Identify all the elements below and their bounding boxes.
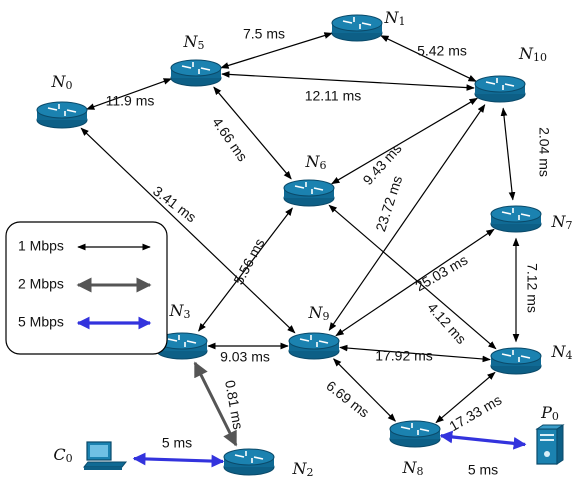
link-latency-label: 2.04 ms	[536, 127, 552, 177]
node-n1-router-icon	[331, 14, 383, 42]
link-latency-label: 6.69 ms	[323, 377, 372, 420]
node-label-n9: N9	[308, 303, 330, 324]
legend: 1 Mbps 2 Mbps 5 Mbps	[5, 221, 168, 355]
link-latency-label: 17.92 ms	[375, 348, 433, 364]
link-n3-n2	[193, 361, 238, 447]
link-latency-label: 5 ms	[162, 435, 192, 451]
link-latency-label: 5.42 ms	[417, 43, 467, 59]
link-n5-n10	[221, 71, 475, 91]
node-n4-router-icon	[490, 347, 542, 375]
node-label-n5: N5	[183, 32, 205, 53]
link-n6-n4	[328, 204, 497, 350]
link-n9-n10	[328, 104, 486, 331]
link-n6-n10	[331, 97, 478, 185]
node-label-n0: N0	[51, 72, 73, 93]
link-latency-label: 7.12 ms	[524, 263, 540, 313]
link-latency-label: 5.56 ms	[230, 236, 268, 287]
node-label-n7: N7	[551, 212, 573, 233]
node-n3-router-icon	[156, 332, 208, 360]
node-c0-computer-icon	[82, 441, 128, 470]
nodes-layer: N0 N1 N2 N3 N4 N5 N6 N7 N8 N9 N10 C0 P0	[36, 8, 573, 480]
link-latency-label: 3.41 ms	[150, 183, 199, 226]
link-n9-n8	[333, 358, 396, 422]
link-n8-p0	[439, 430, 527, 450]
node-n2-router-icon	[223, 448, 275, 476]
link-latency-label: 12.11 ms	[305, 88, 362, 104]
node-label-n3: N3	[169, 301, 191, 322]
link-latency-label: 25.03 ms	[412, 252, 470, 295]
link-latency-label: 9.03 ms	[220, 349, 270, 365]
link-n5-n1	[220, 32, 333, 69]
node-label-p0: P0	[540, 403, 559, 424]
links-layer	[80, 32, 527, 468]
link-latency-label: 5 ms	[468, 462, 498, 478]
link-n8-n4	[435, 371, 496, 424]
node-p0-server-icon	[535, 424, 565, 465]
link-n6-n3	[198, 207, 293, 332]
link-n0-n5	[86, 78, 172, 110]
link-latency-label: 23.72 ms	[372, 174, 405, 234]
link-n9-n4	[339, 344, 491, 363]
link-n10-n7	[500, 107, 516, 201]
node-n9-router-icon	[288, 332, 340, 360]
legend-label: 1 Mbps	[18, 238, 64, 254]
link-c0-n2	[132, 452, 225, 468]
node-label-n10: N10	[518, 44, 547, 65]
node-label-n6: N6	[305, 152, 327, 173]
node-n8-router-icon	[389, 420, 441, 448]
node-n5-router-icon	[170, 59, 222, 87]
node-n7-router-icon	[490, 205, 542, 233]
link-latency-label: 7.5 ms	[243, 26, 285, 42]
legend-label: 5 Mbps	[18, 314, 64, 330]
node-n0-router-icon	[36, 101, 88, 129]
link-latency-label: 4.66 ms	[209, 114, 251, 164]
legend-label: 2 Mbps	[18, 276, 64, 292]
node-n6-router-icon	[283, 179, 335, 207]
node-label-n8: N8	[402, 458, 424, 479]
node-n10-router-icon	[474, 75, 526, 103]
node-label-n4: N4	[551, 342, 573, 363]
node-label-n1: N1	[384, 8, 406, 29]
link-latency-label: 11.9 ms	[106, 93, 155, 109]
link-latency-label: 17.33 ms	[446, 392, 504, 435]
node-label-c0: C0	[53, 445, 72, 466]
node-label-n2: N2	[292, 459, 314, 480]
